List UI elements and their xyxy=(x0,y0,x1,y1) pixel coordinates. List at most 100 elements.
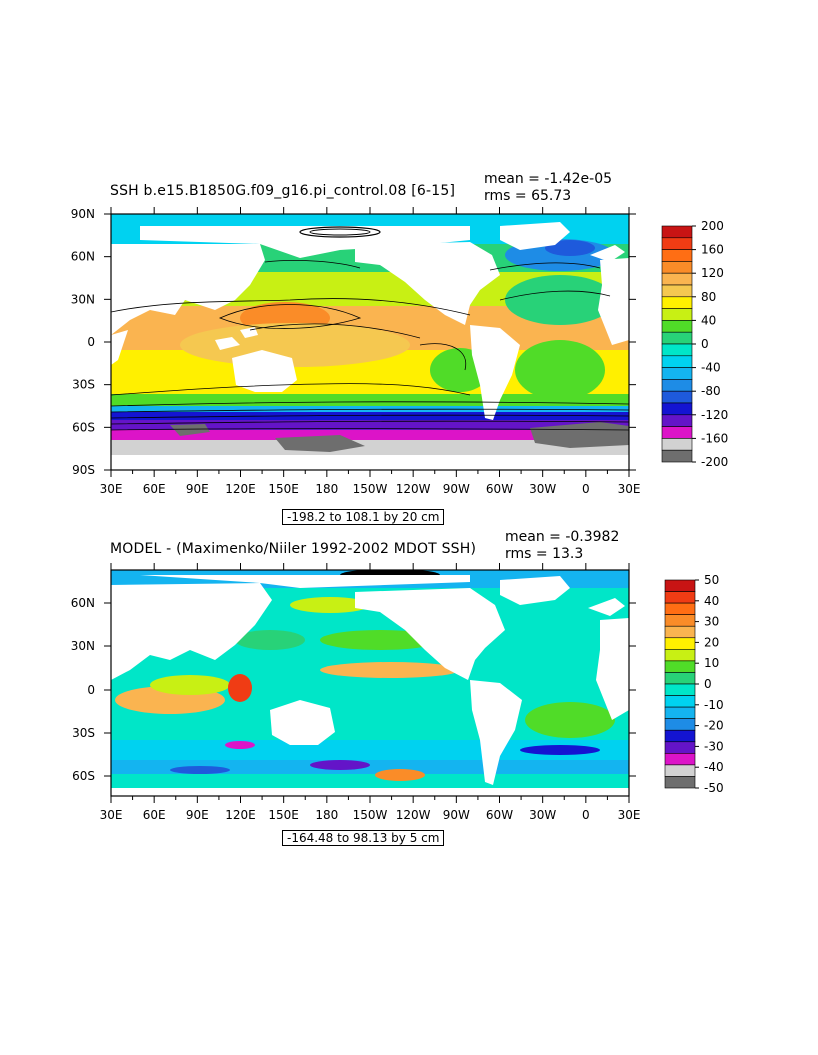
colorbar-swatch xyxy=(664,683,696,696)
colorbar-swatch xyxy=(661,402,693,416)
colorbar-swatch xyxy=(661,414,693,427)
colorbar-swatch xyxy=(664,602,696,615)
colorbar-2: 50 40 30 20 10 0 -10 -20 -30 -40 -50 xyxy=(664,573,724,795)
colorbar-label: -120 xyxy=(701,408,728,422)
contours-1 xyxy=(111,259,629,431)
colorbar-swatch xyxy=(664,695,696,708)
range-note-2: -164.48 to 98.13 by 5 cm xyxy=(282,830,445,846)
colorbar-swatch xyxy=(661,320,693,333)
maritime-continent-anomaly xyxy=(228,674,252,702)
colorbar-swatch xyxy=(664,718,696,731)
ssh-map-1 xyxy=(111,214,629,470)
colorbar-swatch xyxy=(661,296,693,309)
colorbar-label: 200 xyxy=(701,219,724,233)
colorbar-label: 80 xyxy=(701,290,716,304)
colorbar-label: 120 xyxy=(701,266,724,280)
lon-tick-label: 150E xyxy=(268,808,299,822)
band-acc-2 xyxy=(111,412,629,420)
west-pacific-warm xyxy=(180,323,410,367)
colorbar-label: 0 xyxy=(704,677,712,691)
lat-tick-label: 0 xyxy=(87,335,95,349)
lat-tick-label: 0 xyxy=(87,683,95,697)
land-mask-2 xyxy=(111,575,629,796)
lat-tick-label: 30S xyxy=(72,378,95,392)
antarctica-1 xyxy=(111,455,629,470)
lat-tick-label: 60N xyxy=(71,250,95,264)
colorbar-swatch xyxy=(661,367,693,380)
lon-tick-label: 90W xyxy=(443,482,470,496)
colorbar-swatch xyxy=(664,672,696,685)
colorbar-swatch xyxy=(661,355,693,368)
lat-tick-label: 30S xyxy=(72,726,95,740)
lon-tick-label: 120W xyxy=(396,808,431,822)
colorbar-swatch xyxy=(661,331,693,345)
lat-tick-label: 90N xyxy=(71,207,95,221)
mean-label-1: mean = -1.42e-05 xyxy=(484,171,613,187)
lon-tick-label: 30E xyxy=(618,482,641,496)
colorbar-swatch xyxy=(661,249,693,262)
lon-tick-label: 60E xyxy=(143,482,166,496)
colorbar-swatch xyxy=(664,741,696,754)
colorbar-label: -160 xyxy=(701,431,728,445)
colorbar-swatch xyxy=(664,764,696,777)
lon-tick-label: 150E xyxy=(268,482,299,496)
lon-tick-label: 120E xyxy=(225,808,256,822)
colorbar-swatch xyxy=(661,284,693,298)
colorbar-swatch xyxy=(661,438,693,451)
colorbar-swatch xyxy=(661,308,693,321)
axes-panel-1: 30E 60E 90E 120E 150E 180 150W 120W 90W 60W 30W 0 30… xyxy=(71,207,641,496)
colorbar-label: -40 xyxy=(704,760,724,774)
diff-map-2 xyxy=(111,570,629,796)
panel-title-1: SSH b.e15.B1850G.f09_g16.pi_control.08 [… xyxy=(110,183,456,199)
lon-tick-label: 30E xyxy=(100,808,123,822)
lon-tick-label: 30W xyxy=(529,808,556,822)
colorbar-swatch xyxy=(661,343,693,357)
lat-tick-label: 30N xyxy=(71,639,95,653)
colorbar-label: -30 xyxy=(704,739,724,753)
lat-tick-label: 30N xyxy=(71,292,95,306)
band-acc-4 xyxy=(111,430,629,440)
lon-tick-label: 0 xyxy=(582,808,590,822)
lat-tick-label: 60S xyxy=(72,420,95,434)
antarctic-dark-2 xyxy=(530,422,629,448)
colorbar-swatch xyxy=(664,776,696,789)
lon-tick-label: 90E xyxy=(186,808,209,822)
lon-tick-label: 150W xyxy=(353,482,388,496)
colorbar-swatch xyxy=(664,625,696,639)
south-atlantic xyxy=(515,340,605,400)
colorbar-label: -50 xyxy=(704,781,724,795)
north-atlantic xyxy=(505,275,615,325)
colorbar-swatch xyxy=(661,272,693,286)
mean-label-2: mean = -0.3982 xyxy=(505,529,620,545)
lat-tick-label: 60S xyxy=(72,769,95,783)
colorbar-label: 30 xyxy=(704,615,719,629)
lon-tick-label: 90W xyxy=(443,808,470,822)
lon-tick-label: 150W xyxy=(353,808,388,822)
colorbar-label: -80 xyxy=(701,384,721,398)
lon-tick-label: 180 xyxy=(315,808,338,822)
colorbar-label: 40 xyxy=(701,313,716,327)
colorbar-swatch xyxy=(664,649,696,662)
lon-tick-label: 0 xyxy=(582,482,590,496)
colorbar-swatch xyxy=(661,225,693,239)
lon-tick-label: 30E xyxy=(100,482,123,496)
colorbar-swatch xyxy=(664,579,696,592)
colorbar-label: -200 xyxy=(701,455,728,469)
colorbar-label: -10 xyxy=(704,698,724,712)
colorbar-label: -40 xyxy=(701,361,721,375)
colorbar-label: 50 xyxy=(704,573,719,587)
colorbar-label: 20 xyxy=(704,635,719,649)
lat-tick-label: 60N xyxy=(71,596,95,610)
colorbar-label: 40 xyxy=(704,594,719,608)
colorbar-swatch xyxy=(664,753,696,766)
lat-tick-label: 90S xyxy=(72,463,95,477)
band-acc-3 xyxy=(111,420,629,430)
lon-tick-label: 30E xyxy=(618,808,641,822)
arctic-contour-cluster xyxy=(299,226,381,238)
axes-panel-2: 30E 60E 90E 120E 150E 180 150W 120W 90W 60W 30W 0 30… xyxy=(71,563,641,822)
colorbar-label: -20 xyxy=(704,719,724,733)
rms-label-2: rms = 13.3 xyxy=(505,546,584,562)
colorbar-swatch xyxy=(664,729,696,743)
colorbar-label: 10 xyxy=(704,656,719,670)
